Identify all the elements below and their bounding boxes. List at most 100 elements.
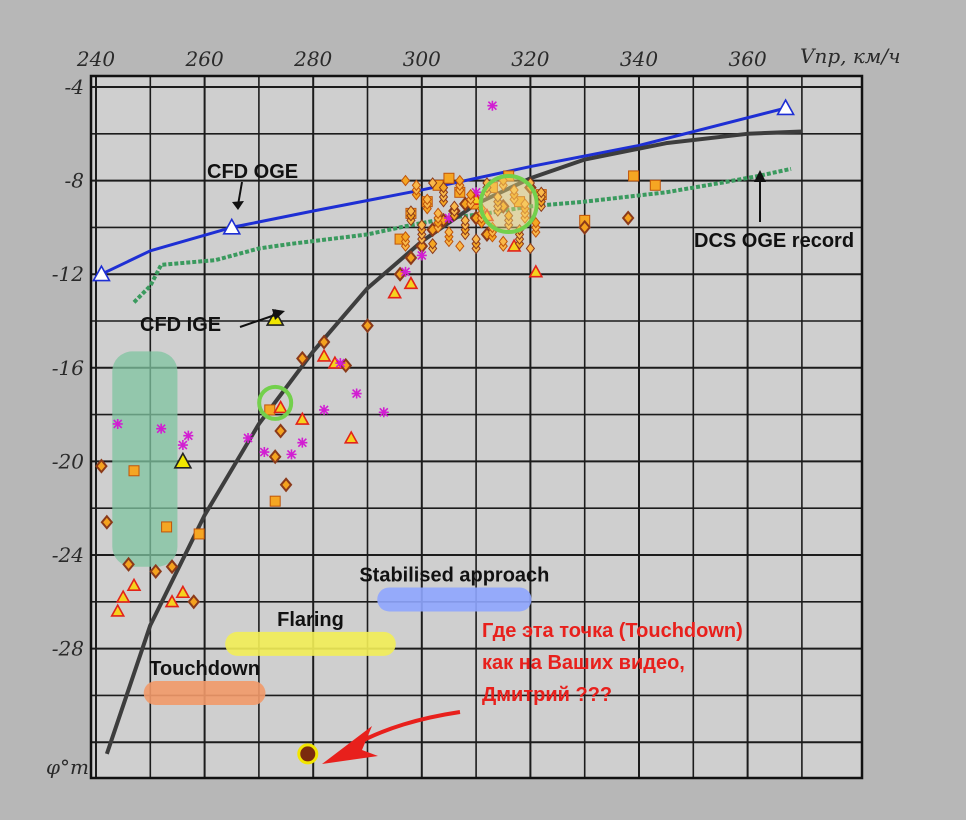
cluster-point [400, 174, 411, 187]
highlight-circle [257, 384, 294, 421]
cluster-point [504, 209, 514, 222]
cluster-point [428, 177, 438, 189]
arrow-cfd-oge [237, 181, 243, 206]
cluster-point [438, 181, 449, 194]
annotation-dcs-oge: DCS OGE record [694, 230, 854, 252]
arrowhead-dcs-oge [754, 170, 766, 182]
y-tick-label: -8 [65, 169, 84, 193]
series-layer [92, 98, 802, 755]
vertical-band-layer [112, 351, 178, 567]
y-tick-label: -20 [52, 449, 84, 473]
diamond-point [100, 514, 114, 530]
star-point [471, 187, 482, 198]
cluster-point [466, 188, 476, 201]
star-point [319, 404, 330, 415]
red-triangle-point [343, 430, 359, 444]
y-tick-labels: -4 -8 -12 -16 -20 -24 -28 [52, 75, 84, 661]
arrowhead-cfd-ige [272, 309, 285, 320]
y-tick-label: -24 [52, 543, 84, 567]
square-point [193, 528, 205, 540]
axis-labels: Vпр, км/ч φ°т [46, 44, 901, 779]
annotation-cfd-ige: CFD IGE [140, 314, 221, 336]
diamond-point [279, 477, 293, 493]
star-point [156, 423, 167, 434]
y-tick-label: -12 [52, 262, 84, 286]
cfd-oge-marker [92, 264, 111, 282]
star-point [416, 250, 427, 261]
square-point [649, 179, 661, 191]
square-point [628, 170, 640, 182]
diamond-point [296, 350, 309, 367]
highlights-layer [257, 174, 539, 765]
x-tick-label: 320 [511, 47, 549, 71]
x-tick-label: 340 [620, 47, 658, 71]
cluster-point [520, 198, 530, 210]
phase-bars-layer: Stabilised approach Flaring Touchdown [143, 564, 549, 706]
red-triangle-point [175, 584, 191, 599]
cluster-point [498, 235, 508, 248]
cfd-oge-marker [776, 98, 795, 116]
cluster-point [471, 233, 481, 245]
star-point [177, 440, 188, 451]
star-point [259, 447, 270, 458]
square-point [269, 495, 281, 507]
star-point [183, 430, 194, 441]
y-tick-label: -16 [52, 356, 84, 380]
star-point [378, 407, 389, 418]
arrowhead-cfd-oge [232, 201, 244, 210]
touchdown-point [297, 743, 319, 765]
square-point [443, 172, 455, 184]
red-triangle-point [126, 577, 142, 592]
square-point [264, 404, 276, 416]
cluster-point [536, 186, 546, 199]
cluster-point [509, 184, 519, 196]
red-triangle-point [387, 285, 403, 299]
series-line [100, 106, 786, 276]
x-tick-label: 300 [403, 47, 441, 71]
red-triangle-point [164, 594, 180, 608]
question-line-3: Дмитрий ??? [482, 684, 612, 706]
red-triangle-point [403, 275, 419, 290]
cluster-point [455, 240, 465, 252]
red-triangle-point [528, 264, 544, 278]
green-band [112, 351, 178, 567]
x-tick-label: 360 [729, 47, 767, 71]
plot-frame [89, 74, 864, 780]
red-triangle-point [294, 411, 310, 425]
cluster-point [460, 214, 470, 227]
diamond-point [361, 318, 374, 334]
x-tick-label: 240 [76, 47, 115, 71]
diamond-point [404, 250, 418, 266]
star-point [286, 449, 297, 460]
square-point [128, 465, 140, 477]
cluster-point [417, 219, 427, 231]
diamond-point [621, 210, 635, 226]
star-point [487, 100, 498, 111]
star-point [443, 213, 454, 224]
square-point [161, 521, 173, 533]
y-tick-label: -28 [52, 637, 84, 661]
arrow-cfd-ige [239, 313, 279, 328]
cluster-point [493, 191, 503, 203]
y-tick-label: -4 [65, 75, 84, 99]
cfd-oge-marker [222, 217, 242, 235]
annotation-cfd-oge: CFD OGE [207, 161, 298, 183]
x-tick-label: 260 [185, 47, 224, 71]
diamond-point [578, 219, 592, 235]
diamond-point [122, 556, 135, 572]
star-point [243, 433, 254, 443]
red-triangle-point [273, 399, 288, 414]
cluster-point [433, 207, 443, 220]
diamond-point [317, 334, 331, 350]
star-point [335, 358, 346, 369]
star-point [351, 388, 362, 399]
diamond-point [149, 563, 163, 579]
star-point [400, 266, 411, 277]
cluster-point [444, 226, 454, 238]
red-triangle-point [110, 603, 126, 617]
diamond-point [95, 458, 108, 474]
phase-label: Stabilised approach [359, 564, 549, 586]
diamond-point [268, 449, 282, 465]
